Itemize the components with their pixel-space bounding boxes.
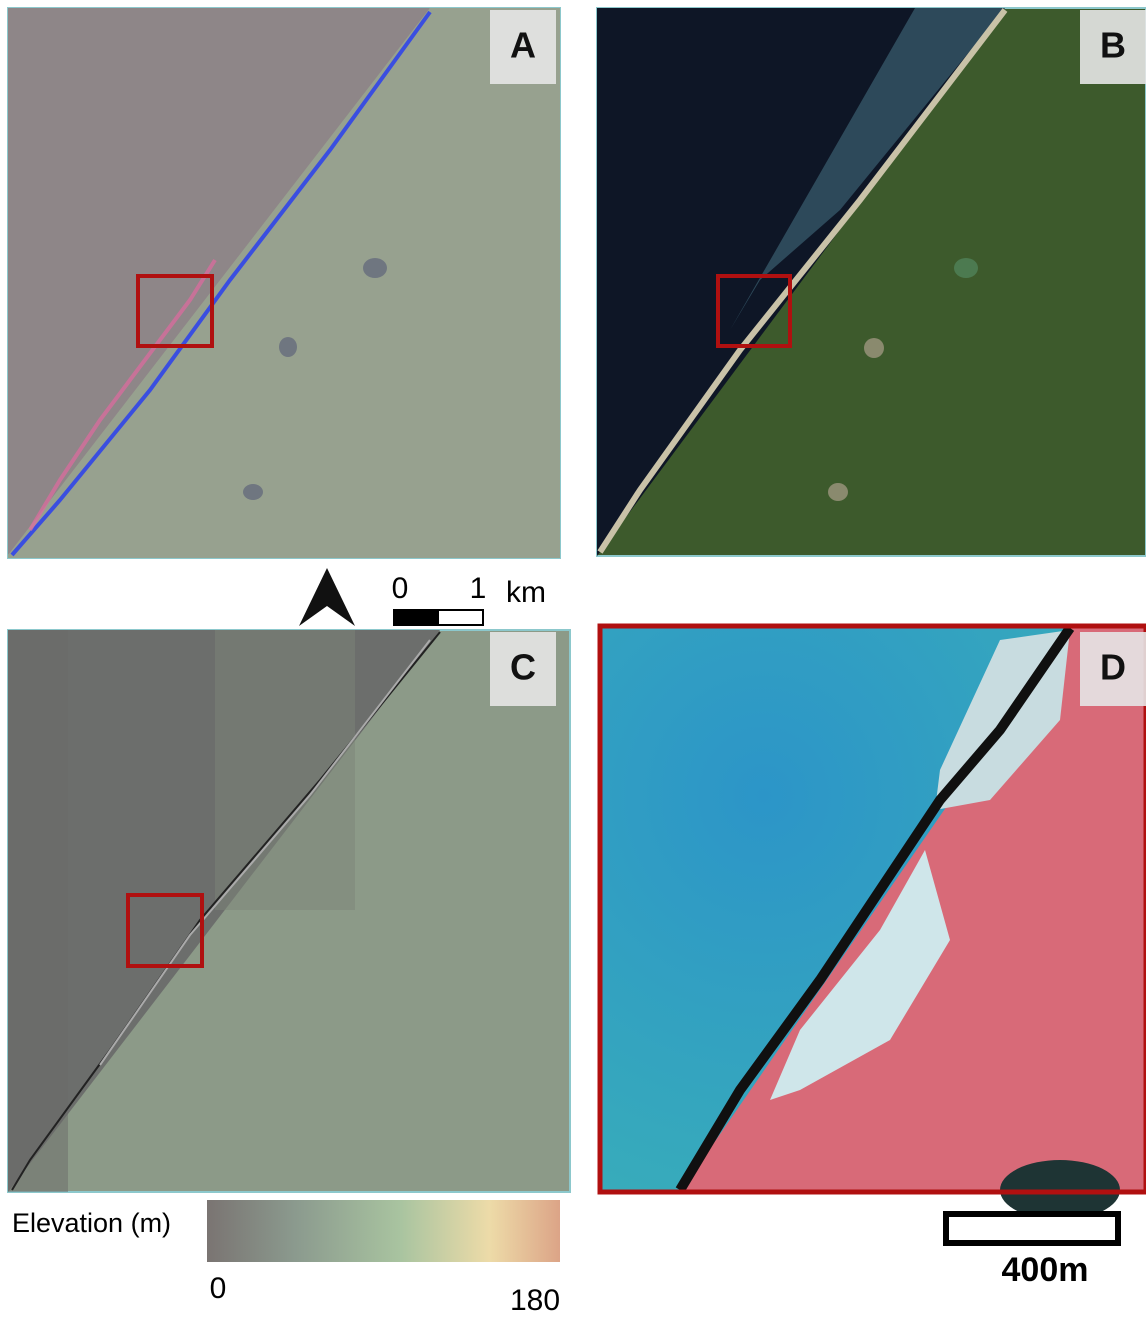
north-arrow (299, 568, 355, 626)
panel-d: D (600, 626, 1146, 1220)
panel-b: B (597, 8, 1146, 556)
scale-unit: km (506, 576, 546, 609)
legend-min: 0 (210, 1272, 227, 1305)
panel-label: C (510, 647, 536, 688)
scale-label: 400m (1002, 1251, 1089, 1289)
legend-title: Elevation (m) (12, 1208, 171, 1238)
scale-start: 0 (392, 572, 409, 605)
panel-label: D (1100, 647, 1126, 688)
panel-label: B (1100, 25, 1126, 66)
panel-a: A (8, 8, 560, 558)
legend-max: 180 (510, 1284, 560, 1317)
north-arrow-scale: 0 1 km (299, 568, 546, 626)
panel-label: A (510, 25, 536, 66)
scale-end: 1 (470, 572, 487, 605)
detail-scale: 400m (946, 1214, 1118, 1289)
figure: A B 0 1 km C (0, 0, 1146, 1318)
elevation-legend: Elevation (m) 0 180 (12, 1200, 560, 1317)
panel-c: C (8, 630, 570, 1192)
